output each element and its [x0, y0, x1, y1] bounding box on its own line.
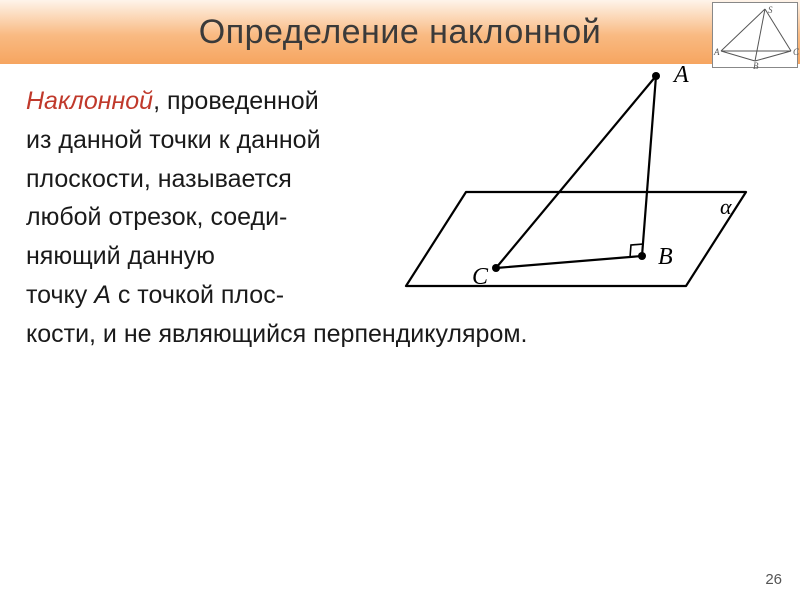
svg-text:A: A	[672, 62, 689, 88]
line1-rest: , проведенной	[153, 87, 319, 115]
line6c: с точкой плос-	[111, 281, 284, 309]
svg-text:α: α	[720, 194, 732, 219]
svg-text:C: C	[793, 47, 799, 57]
svg-text:S: S	[768, 5, 773, 15]
svg-text:C: C	[472, 264, 489, 290]
slide-body: Наклонной, проведенной из данной точки к…	[0, 64, 800, 353]
main-diagram: A B Cα	[376, 58, 776, 343]
svg-text:A: A	[713, 47, 720, 57]
page-number: 26	[765, 571, 782, 588]
line6a: точку	[26, 281, 94, 309]
point-A-ref: A	[94, 281, 111, 309]
term-oblique: Наклонной	[26, 87, 153, 115]
svg-text:B: B	[658, 244, 673, 270]
slide-title: Определение наклонной	[199, 13, 601, 52]
slide-header: Определение наклонной	[0, 0, 800, 64]
